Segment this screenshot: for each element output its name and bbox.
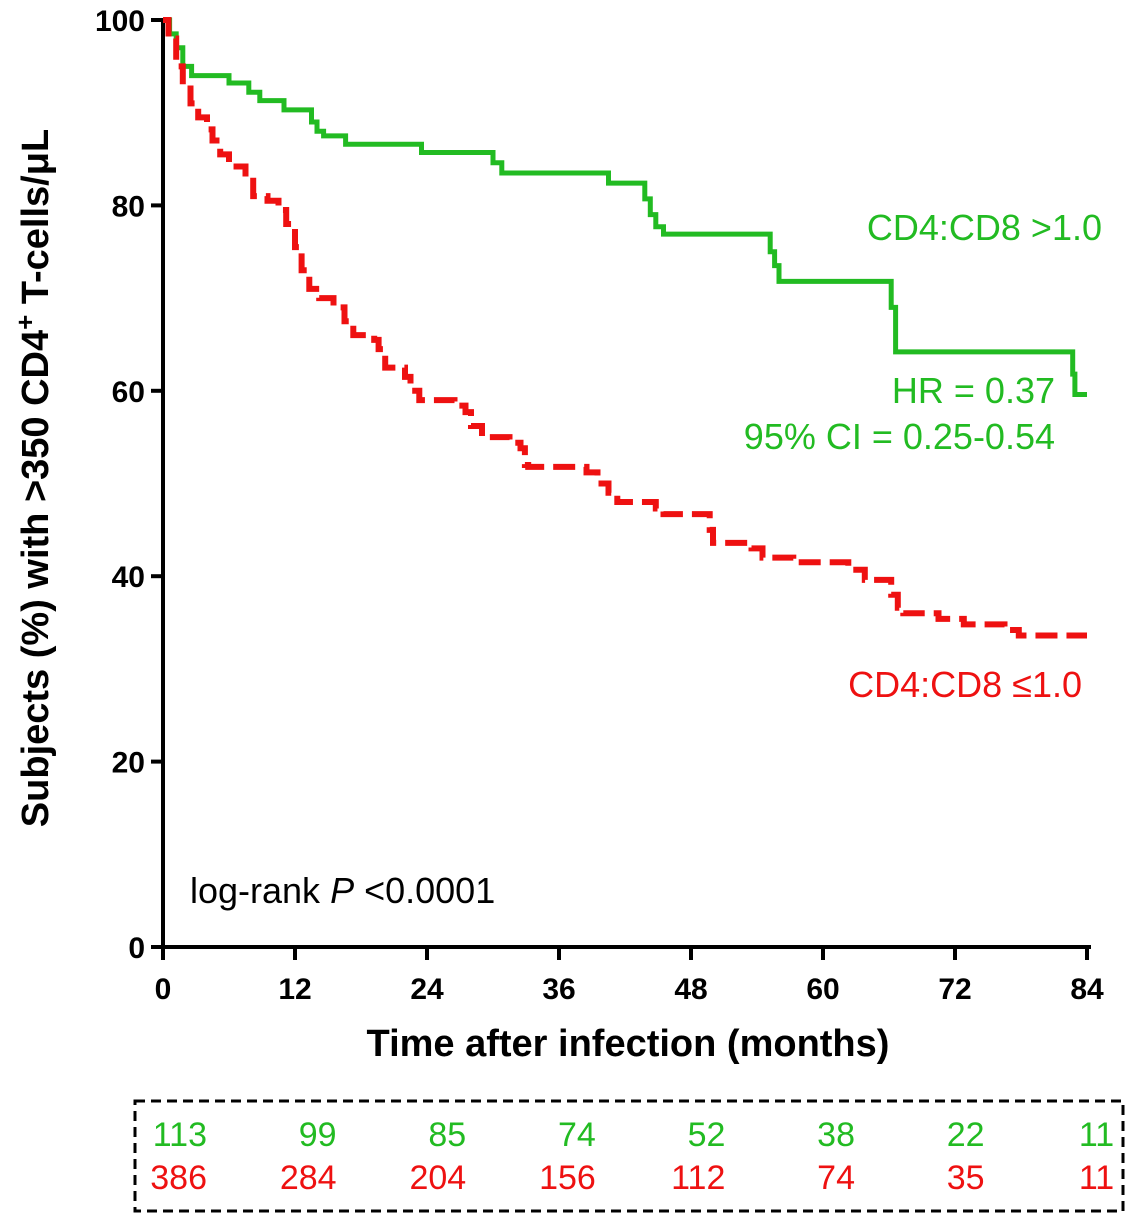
at-risk-green-value: 99 [299, 1116, 337, 1154]
series-line-red [163, 17, 1087, 639]
y-axis-title: Subjects (%) with >350 CD4+ T-cells/μL [10, 129, 57, 827]
hazard-ratio-text: HR = 0.37 [892, 370, 1055, 411]
at-risk-red-value: 386 [150, 1159, 207, 1197]
x-axis-title: Time after infection (months) [367, 1023, 890, 1065]
y-tick-label: 60 [112, 376, 145, 409]
at-risk-table: 113 99 85 74 52 38 22 11 386 284 204 156 112 74 35 11 [150, 1116, 1114, 1197]
at-risk-green-value: 85 [428, 1116, 466, 1154]
at-risk-red-value: 204 [409, 1159, 466, 1197]
at-risk-green-value: 74 [558, 1116, 596, 1154]
at-risk-red-value: 284 [280, 1159, 337, 1197]
x-tick-label: 36 [542, 973, 575, 1006]
x-tick-label: 48 [674, 973, 707, 1006]
at-risk-red-value: 156 [539, 1159, 596, 1197]
at-risk-red-value: 11 [1079, 1159, 1114, 1197]
axes: 0 20 40 60 80 100 0 12 24 36 48 60 72 84 [95, 5, 1104, 1006]
y-tick-label: 0 [128, 932, 145, 965]
at-risk-green-value: 113 [153, 1116, 207, 1154]
x-tick-label: 72 [938, 973, 971, 1006]
at-risk-red-value: 35 [947, 1159, 985, 1197]
y-tick-label: 20 [112, 747, 145, 780]
x-tick-label: 12 [278, 973, 311, 1006]
x-tick-label: 84 [1070, 973, 1104, 1006]
series-line-green [163, 17, 1087, 398]
y-tick-label: 80 [112, 190, 145, 223]
at-risk-red-value: 112 [671, 1159, 725, 1197]
at-risk-green-value: 38 [817, 1116, 855, 1154]
y-ticks: 0 20 40 60 80 100 [95, 5, 163, 965]
at-risk-green-value: 11 [1079, 1116, 1114, 1154]
y-tick-label: 100 [95, 5, 145, 38]
at-risk-green-value: 52 [688, 1116, 726, 1154]
confidence-interval-text: 95% CI = 0.25-0.54 [744, 416, 1055, 457]
legend-label-green: CD4:CD8 >1.0 [867, 207, 1102, 248]
x-ticks: 0 12 24 36 48 60 72 84 [155, 947, 1104, 1006]
at-risk-red-value: 74 [817, 1159, 855, 1197]
x-tick-label: 60 [806, 973, 839, 1006]
at-risk-box [133, 1099, 1125, 1213]
y-tick-label: 40 [112, 561, 145, 594]
at-risk-green-value: 22 [947, 1116, 985, 1154]
legend-label-red: CD4:CD8 ≤1.0 [848, 664, 1082, 705]
x-tick-label: 0 [155, 973, 172, 1006]
logrank-text: log-rank P <0.0001 [190, 870, 495, 911]
x-tick-label: 24 [410, 973, 444, 1006]
series-layer [163, 17, 1087, 639]
